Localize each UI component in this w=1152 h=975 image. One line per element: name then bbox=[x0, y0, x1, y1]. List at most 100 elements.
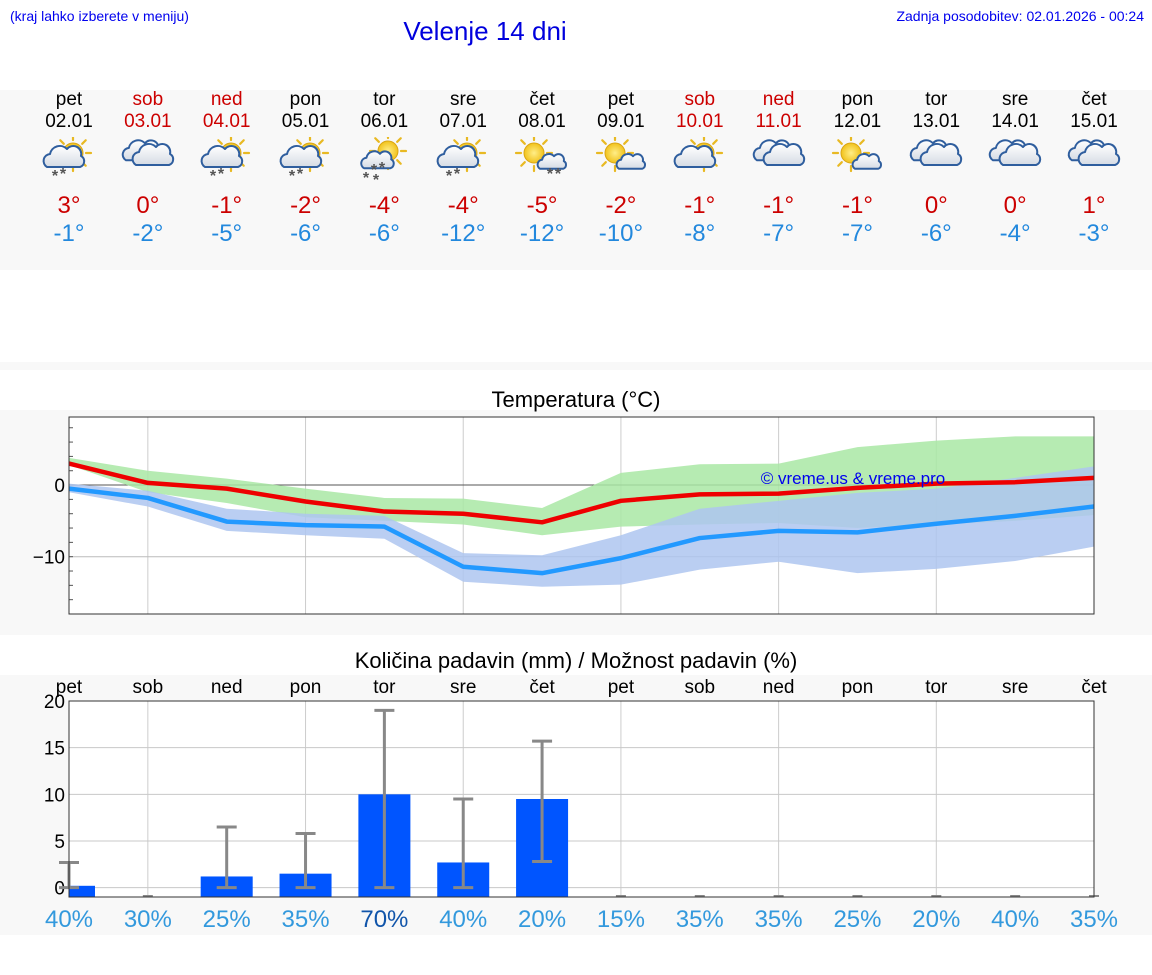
temp-max: -1° bbox=[763, 192, 795, 219]
temp-min: -3° bbox=[1078, 220, 1110, 247]
temp-min: -6° bbox=[920, 220, 952, 247]
day-name: pet bbox=[607, 89, 635, 110]
plot-frame bbox=[68, 416, 1095, 615]
day-column: sre 14.01 0° -4° bbox=[965, 89, 1065, 248]
day-date: 09.01 bbox=[597, 111, 645, 132]
day-column: čet 15.01 1° -3° bbox=[1044, 89, 1144, 248]
sun-small-cloud-icon bbox=[832, 137, 883, 173]
svg-text:*: * bbox=[547, 166, 554, 183]
y-tick-label: 10 bbox=[44, 785, 65, 806]
precip-probability: 70% bbox=[360, 906, 408, 933]
precipitation-chart: 05101520petsobnedpontorsrečetpetsobnedpo… bbox=[44, 677, 1118, 933]
temp-max: 0° bbox=[924, 192, 948, 219]
temp-max: -2° bbox=[605, 192, 637, 219]
day-date: 10.01 bbox=[675, 111, 724, 132]
sun-small-cloud-snow-icon: * * bbox=[514, 137, 568, 183]
sun-cloud-icon bbox=[673, 137, 723, 173]
temp-min: -1° bbox=[53, 220, 85, 247]
sun-cloud-snow-icon: * * bbox=[42, 137, 93, 185]
precip-probability: 25% bbox=[203, 906, 251, 933]
menu-hint: (kraj lahko izberete v meniju) bbox=[10, 8, 189, 24]
day-column: pon 05.01 * * -2° -6° bbox=[256, 89, 356, 248]
plot-frame bbox=[68, 700, 1095, 898]
day-column: tor 06.01 * * * * -4° -6° bbox=[334, 89, 434, 248]
x-day-label: pet bbox=[608, 677, 635, 698]
temp-min: -8° bbox=[684, 220, 716, 247]
day-date: 02.01 bbox=[45, 111, 93, 132]
precip-probability: 40% bbox=[439, 906, 487, 933]
day-date: 15.01 bbox=[1070, 111, 1118, 132]
day-name: sre bbox=[450, 89, 477, 110]
precip-probability: 40% bbox=[45, 906, 93, 933]
cloudy-icon bbox=[752, 139, 805, 166]
precip-probability: 20% bbox=[518, 906, 566, 933]
cloudy-icon bbox=[910, 139, 963, 166]
precip-probability: 15% bbox=[597, 906, 645, 933]
svg-text:*: * bbox=[373, 172, 380, 187]
day-name: sre bbox=[1001, 89, 1029, 110]
day-name: sob bbox=[132, 89, 164, 110]
svg-text:*: * bbox=[60, 166, 67, 183]
day-column: ned 04.01 * * -1° -5° bbox=[177, 89, 277, 248]
temp-max: -1° bbox=[684, 192, 716, 219]
precip-error-bar bbox=[532, 739, 553, 864]
day-date: 03.01 bbox=[124, 111, 172, 132]
svg-text:*: * bbox=[296, 166, 303, 183]
x-day-label: pon bbox=[842, 677, 874, 698]
svg-text:*: * bbox=[379, 160, 386, 177]
day-date: 08.01 bbox=[518, 111, 566, 132]
day-date: 14.01 bbox=[991, 111, 1039, 132]
temp-max: -1° bbox=[211, 192, 243, 219]
day-columns: pet 02.01 * * 3° -1° sob 03.01 0° -2° ned 04.01 * * -1… bbox=[0, 89, 1152, 259]
precip-probability: 25% bbox=[833, 906, 881, 933]
temp-max: -4° bbox=[447, 192, 479, 219]
day-column: sob 10.01 -1° -8° bbox=[650, 89, 750, 248]
day-date: 06.01 bbox=[360, 111, 409, 132]
x-day-label: tor bbox=[925, 677, 948, 698]
precipitation-chart-title: Količina padavin (mm) / Možnost padavin … bbox=[354, 648, 798, 673]
temp-max: 1° bbox=[1082, 192, 1106, 219]
x-day-label: ned bbox=[763, 677, 795, 698]
day-name: pet bbox=[55, 89, 83, 110]
day-column: sob 03.01 0° -2° bbox=[98, 89, 198, 248]
x-day-label: tor bbox=[373, 677, 396, 698]
precip-error-bar bbox=[295, 832, 316, 890]
svg-text:*: * bbox=[218, 166, 225, 183]
precip-error-bar bbox=[374, 708, 395, 890]
y-tick-label: 5 bbox=[54, 832, 65, 853]
temp-min: -2° bbox=[132, 220, 164, 247]
day-name: pon bbox=[841, 89, 874, 110]
sun-small-cloud-icon bbox=[595, 137, 646, 173]
sun-cloud-snow-icon: * * bbox=[200, 137, 250, 185]
temp-min: -7° bbox=[841, 220, 873, 247]
svg-text:*: * bbox=[371, 162, 378, 179]
cloudy-icon bbox=[121, 139, 174, 166]
separator bbox=[0, 362, 1152, 370]
svg-text:*: * bbox=[52, 168, 59, 185]
precip-probability: 35% bbox=[282, 906, 330, 933]
temp-min: -6° bbox=[368, 220, 400, 247]
day-column: sre 07.01 * * -4° -12° bbox=[413, 89, 513, 248]
sun-cloud-snow-icon: * * bbox=[279, 137, 329, 185]
day-column: ned 11.01 -1° -7° bbox=[729, 89, 829, 248]
precip-probability: 40% bbox=[991, 906, 1039, 933]
cloudy-icon bbox=[1067, 139, 1121, 166]
temp-max: 3° bbox=[57, 192, 81, 219]
day-date: 07.01 bbox=[439, 111, 487, 132]
temp-max: -5° bbox=[526, 192, 558, 219]
day-name: tor bbox=[925, 89, 948, 110]
day-name: sob bbox=[684, 89, 716, 110]
temperature-chart: 0 −10 © vreme.us & vreme.pro bbox=[33, 416, 1095, 615]
day-name: tor bbox=[373, 89, 396, 110]
day-date: 04.01 bbox=[202, 111, 251, 132]
svg-text:*: * bbox=[210, 168, 217, 185]
y-tick-label: 20 bbox=[44, 692, 65, 713]
x-day-label: čet bbox=[529, 677, 555, 698]
x-day-label: sob bbox=[133, 677, 164, 698]
x-day-label: ned bbox=[211, 677, 243, 698]
precip-error-bar bbox=[216, 825, 237, 890]
max-temp-line bbox=[68, 461, 1095, 525]
temperature-chart-title: Temperatura (°C) bbox=[491, 387, 661, 412]
temp-min: -10° bbox=[598, 220, 644, 247]
day-name: pon bbox=[289, 89, 322, 110]
